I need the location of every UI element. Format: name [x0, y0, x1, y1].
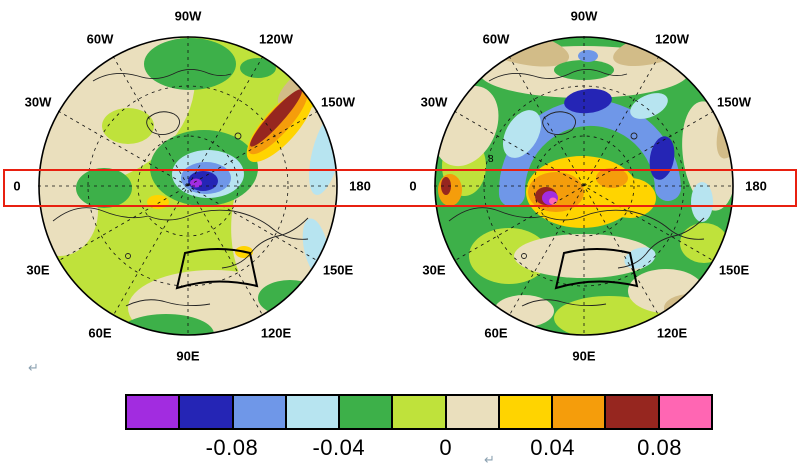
coastlines-right — [448, 69, 705, 307]
colorbar — [125, 394, 713, 430]
lon-label-60w-right: 60W — [482, 31, 510, 47]
coastlines-left — [52, 69, 309, 307]
lon-label-0-right: 0 — [409, 178, 417, 194]
colorbar-tick-label: -0.08 — [205, 435, 259, 460]
colorbar-tick-label: 0.04 — [530, 435, 576, 460]
lon-label-150e-left: 150E — [322, 262, 354, 278]
lon-label-120e-left: 120E — [260, 325, 292, 341]
lon-label-90e-right: 90E — [572, 348, 596, 364]
lon-label-60w-left: 60W — [86, 31, 114, 47]
polar-map-left: 90W 120W 150W 180 150E 120E 90E 60E 30E … — [8, 6, 371, 366]
lon-label-150w-left: 150W — [321, 94, 355, 110]
inline-contour-label: 8 — [488, 154, 494, 165]
roi-box-right — [554, 248, 639, 290]
map-boundary-left — [38, 36, 338, 336]
graticule-right — [434, 36, 734, 336]
colorbar-cell-8 — [551, 396, 605, 428]
colorbar-cell-3 — [284, 396, 339, 428]
colorbar-cell-7 — [497, 396, 552, 428]
lon-label-30w-right: 30W — [420, 94, 448, 110]
return-mark-icon: ↵ — [484, 452, 495, 467]
colorbar-cell-2 — [231, 396, 285, 428]
lon-label-60e-right: 60E — [484, 325, 508, 341]
colorbar-ticks: -0.08 -0.04 0 0.04 0.08 — [125, 435, 713, 465]
lon-label-150e-right: 150E — [718, 262, 750, 278]
colorbar-cell-5 — [391, 396, 445, 428]
colorbar-cell-10 — [657, 396, 711, 428]
colorbar-tick-label: 0 — [439, 435, 453, 460]
lon-label-30e-right: 30E — [422, 262, 446, 278]
lon-label-90w-right: 90W — [570, 8, 598, 24]
return-mark-icon: ↵ — [28, 360, 39, 375]
lon-label-30w-left: 30W — [24, 94, 52, 110]
lon-label-0-left: 0 — [13, 178, 21, 194]
polar-map-left-svg — [38, 36, 338, 336]
lon-label-180-right: 180 — [745, 178, 767, 194]
lon-label-90e-left: 90E — [176, 348, 200, 364]
lon-label-90w-left: 90W — [174, 8, 202, 24]
colorbar-cell-9 — [604, 396, 658, 428]
lon-label-180-left: 180 — [349, 178, 371, 194]
map-boundary-right — [434, 36, 734, 336]
colorbar-cell-4 — [338, 396, 392, 428]
lon-label-60e-left: 60E — [88, 325, 112, 341]
graticule-left — [38, 36, 338, 336]
lon-label-30e-left: 30E — [26, 262, 50, 278]
colorbar-cell-6 — [444, 396, 498, 428]
polar-map-right-svg: 8 — [434, 36, 734, 336]
colorbar-cell-0 — [127, 396, 179, 428]
lon-label-120w-left: 120W — [259, 31, 293, 47]
polar-map-right: 8 90W 120W 150W 180 150E 120E 90E 60E 30… — [404, 6, 767, 366]
roi-box-left — [175, 248, 259, 290]
colorbar-wrap: -0.08 -0.04 0 0.04 0.08 — [125, 394, 713, 465]
lon-label-120w-right: 120W — [655, 31, 689, 47]
lon-label-120e-right: 120E — [656, 325, 688, 341]
colorbar-tick-label: 0.08 — [637, 435, 682, 460]
colorbar-tick-label: -0.04 — [312, 435, 366, 460]
colorbar-cell-1 — [178, 396, 232, 428]
lon-label-150w-right: 150W — [717, 94, 751, 110]
